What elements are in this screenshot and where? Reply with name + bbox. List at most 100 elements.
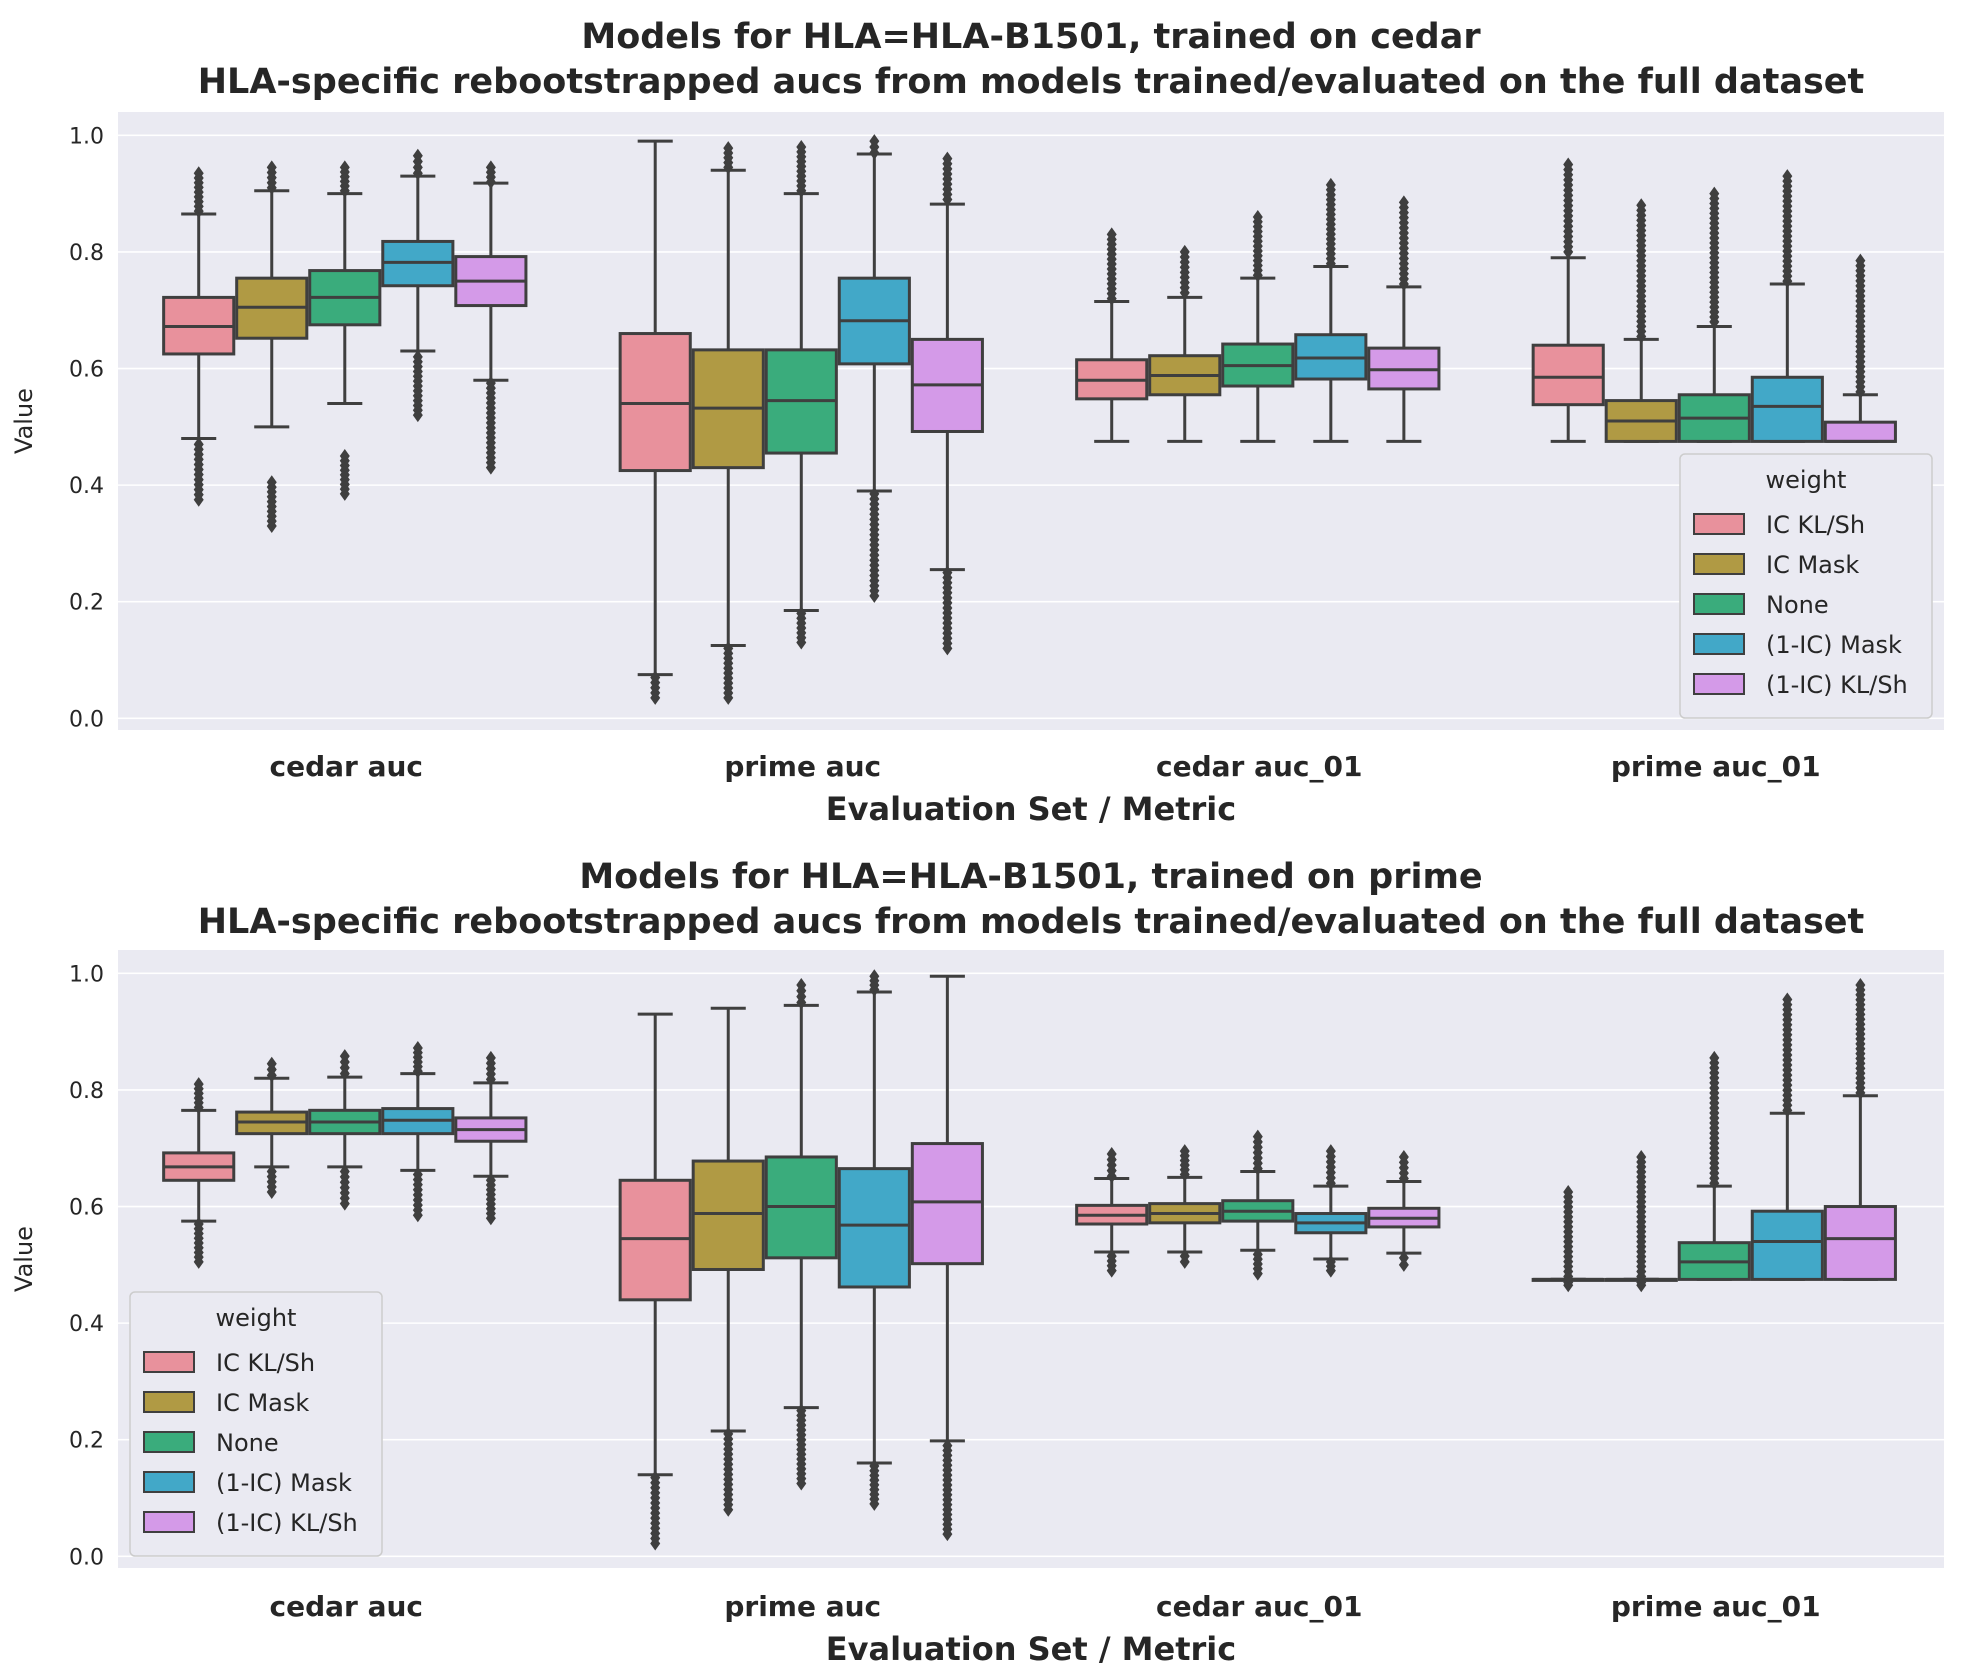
y-tick-label: 1.0 — [69, 124, 104, 149]
legend-label-1-ic-kl-sh: (1-IC) KL/Sh — [1766, 671, 1908, 699]
flier-high — [1398, 1149, 1409, 1164]
flier-low — [723, 641, 734, 656]
box-none-cedar-auc — [308, 160, 382, 501]
flier-high — [1709, 1050, 1720, 1065]
legend-swatch-ic-kl-sh — [143, 1351, 195, 1373]
box-ic-kl-sh-prime-auc-01 — [1531, 1184, 1605, 1293]
flier-high — [1563, 1184, 1574, 1199]
flier-low — [869, 486, 880, 501]
box-1-ic-mask-prime-auc — [837, 969, 911, 1511]
flier-high — [412, 148, 423, 163]
legend-title: weight — [216, 1304, 297, 1332]
box-ic-mask-prime-auc-01 — [1604, 1149, 1678, 1293]
flier-low — [723, 1426, 734, 1441]
flier-low — [796, 606, 807, 621]
flier-high — [1179, 244, 1190, 259]
flier-high — [485, 1050, 496, 1065]
box-1-ic-kl-sh-prime-auc — [910, 974, 984, 1542]
flier-high — [1636, 198, 1647, 213]
box-iqr — [910, 1142, 984, 1266]
flier-high — [1252, 209, 1263, 224]
legend-swatch-none — [1693, 593, 1745, 615]
box-ic-mask-prime-auc-01 — [1604, 198, 1678, 443]
box-1-ic-mask-cedar-auc — [381, 148, 455, 423]
box-none-prime-auc — [764, 139, 838, 650]
flier-high — [1636, 1149, 1647, 1164]
flier-low — [339, 1164, 350, 1179]
flier-high — [723, 141, 734, 156]
flier-low — [266, 475, 277, 490]
flier-low — [1252, 1247, 1263, 1262]
box-iqr — [837, 1167, 911, 1289]
box-1-ic-mask-prime-auc-01 — [1750, 169, 1824, 443]
box-1-ic-mask-cedar-auc — [381, 1040, 455, 1223]
box-ic-kl-sh-cedar-auc-01 — [1075, 1147, 1149, 1278]
flier-high — [1855, 253, 1866, 268]
box-none-prime-auc — [764, 977, 838, 1491]
chart-subtitle: HLA-specific rebootstrapped aucs from mo… — [198, 902, 1865, 942]
y-tick-label: 0.6 — [69, 358, 104, 383]
box-none-cedar-auc-01 — [1221, 1129, 1295, 1281]
flier-high — [193, 166, 204, 181]
flier-low — [193, 437, 204, 452]
box-ic-mask-prime-auc — [691, 1006, 765, 1517]
flier-high — [869, 969, 880, 984]
flier-low — [1398, 1250, 1409, 1265]
box-iqr — [1750, 1209, 1824, 1281]
chart-subtitle: HLA-specific rebootstrapped aucs from mo… — [198, 62, 1865, 102]
box-ic-kl-sh-prime-auc-01 — [1531, 157, 1605, 443]
flier-high — [1855, 977, 1866, 992]
box-iqr — [1823, 420, 1897, 443]
flier-high — [1106, 1147, 1117, 1162]
flier-high — [942, 151, 953, 166]
chart-panel-2: 0.0 0.2 0.4 0.6 0.8 1.0 Models for HLA=HLA-B15… — [10, 857, 1944, 1668]
y-tick-label: 0.4 — [69, 1312, 104, 1337]
box-ic-kl-sh-prime-auc — [618, 1012, 692, 1551]
box-1-ic-kl-sh-cedar-auc — [454, 160, 528, 475]
flier-low — [485, 376, 496, 391]
box-iqr — [1531, 343, 1605, 407]
flier-low — [339, 448, 350, 463]
legend-swatch-1-ic-mask — [143, 1471, 195, 1493]
box-1-ic-mask-prime-auc — [837, 134, 911, 603]
flier-low — [1325, 1254, 1336, 1269]
x-category-label-cedar-auc: cedar auc — [269, 1590, 423, 1623]
chart-title: Models for HLA=HLA-B1501, trained on ced… — [581, 17, 1481, 57]
y-tick-label: 0.8 — [69, 241, 104, 266]
flier-low — [1106, 1249, 1117, 1264]
flier-low — [485, 1173, 496, 1188]
x-category-label-cedar-auc: cedar auc — [269, 750, 423, 783]
flier-high — [266, 160, 277, 175]
flier-high — [1782, 992, 1793, 1007]
legend-label-none: None — [1766, 591, 1829, 619]
box-1-ic-mask-cedar-auc-01 — [1294, 1144, 1368, 1278]
legend: weight IC KL/Sh IC Mask None (1-IC) Mask (1-I… — [129, 1291, 383, 1557]
flier-low — [796, 1403, 807, 1418]
flier-high — [1563, 157, 1574, 172]
flier-high — [1398, 195, 1409, 210]
flier-low — [650, 670, 661, 685]
legend-label-ic-kl-sh: IC KL/Sh — [1766, 511, 1865, 539]
box-1-ic-kl-sh-cedar-auc-01 — [1367, 195, 1441, 443]
flier-high — [1782, 169, 1793, 184]
legend: weight IC KL/Sh IC Mask None (1-IC) Mask (1-I… — [1679, 453, 1933, 719]
legend-swatch-ic-mask — [1693, 553, 1745, 575]
flier-low — [942, 565, 953, 580]
flier-high — [339, 1049, 350, 1064]
box-1-ic-kl-sh-prime-auc — [910, 151, 984, 656]
box-iqr — [1750, 375, 1824, 443]
flier-high — [193, 1077, 204, 1092]
plot-area — [118, 950, 1944, 1568]
legend-title: weight — [1766, 466, 1847, 494]
flier-high — [869, 134, 880, 149]
chart-title: Models for HLA=HLA-B1501, trained on pri… — [579, 857, 1482, 897]
chart-panel-1: 0.0 0.2 0.4 0.6 0.8 1.0 Models for HLA=HLA-B15… — [10, 17, 1944, 828]
y-axis-label: Value — [10, 388, 38, 454]
box-ic-kl-sh-cedar-auc — [162, 1077, 236, 1269]
box-1-ic-kl-sh-cedar-auc — [454, 1050, 528, 1226]
box-ic-mask-cedar-auc — [235, 1056, 309, 1199]
x-category-label-prime-auc-01: prime auc_01 — [1611, 1590, 1821, 1623]
y-tick-label: 0.0 — [69, 707, 104, 732]
box-iqr — [1823, 1205, 1897, 1281]
